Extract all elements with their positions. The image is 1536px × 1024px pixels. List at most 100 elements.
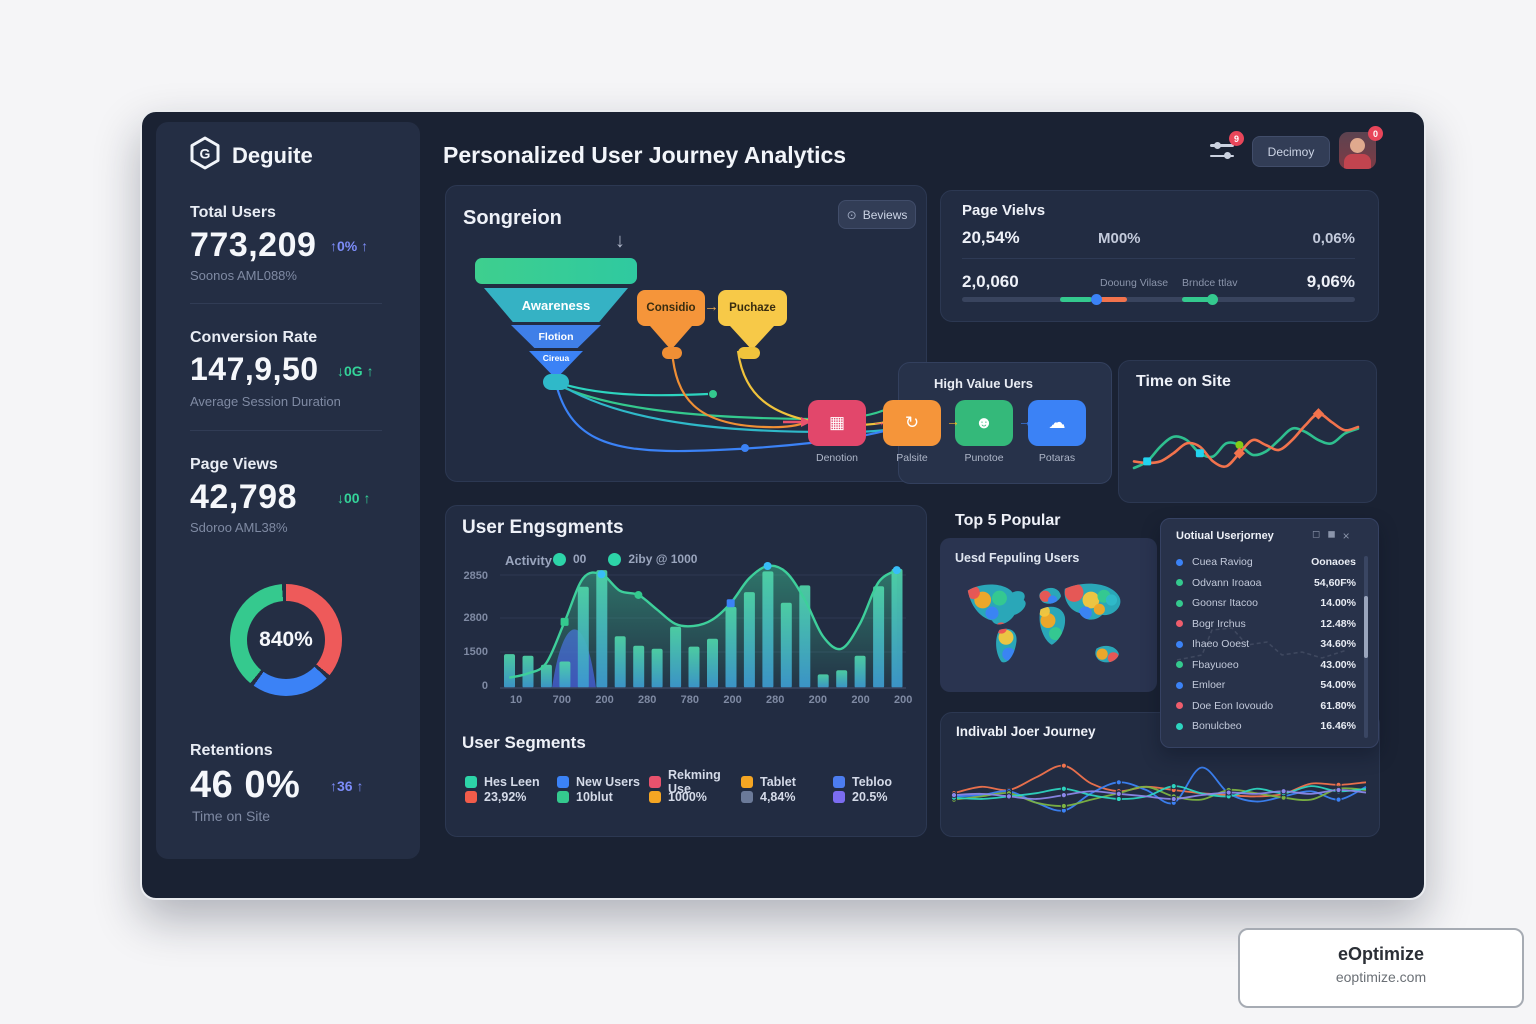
- segment-item: Rekming Use: [649, 768, 741, 796]
- pageviews-r2-mid1: Dooung Vilase: [1100, 277, 1169, 289]
- flow-node-denotion[interactable]: ▦: [808, 400, 866, 446]
- brand-logo: G Deguite: [188, 136, 313, 175]
- flow-node-label: Potaras: [1038, 452, 1076, 464]
- row-label: Bogr Irchus: [1192, 617, 1246, 630]
- avatar-badge: 0: [1368, 126, 1383, 141]
- journey-panel: [1160, 518, 1379, 748]
- stat-delta: ↓00 ↑: [337, 490, 371, 506]
- row-value: 12.48%: [1320, 617, 1356, 630]
- avatar-body: [1344, 154, 1371, 169]
- segment-label: Tebloo: [852, 775, 893, 789]
- row-value: 61.80%: [1320, 699, 1356, 712]
- journey-row[interactable]: Fbayuoeo 43.00%: [1176, 655, 1356, 676]
- journey-row[interactable]: Goonsr Itacoo 14.00%: [1176, 593, 1356, 614]
- journey-row[interactable]: Cuea Raviog Oonaoes: [1176, 552, 1356, 573]
- segment-swatch: [465, 791, 477, 803]
- watermark-title: eOptimize: [1337, 944, 1425, 964]
- stat-delta: ↑0% ↑: [330, 238, 369, 254]
- row-value: 43.00%: [1320, 658, 1356, 671]
- segments-legend-row2: 23,92% 10blut 1000% 4,84% 20.5%: [465, 790, 910, 804]
- segments-title: User Segments: [462, 733, 586, 752]
- stat-sub: Soonos AML088%: [190, 268, 297, 283]
- journey-row[interactable]: Bogr Irchus 12.48%: [1176, 614, 1356, 635]
- segment-label: 23,92%: [484, 790, 527, 804]
- panel-icon-2[interactable]: ◼: [1327, 529, 1336, 540]
- y-tick: 2800: [463, 612, 488, 624]
- pageviews-r1-right: 0,06%: [1312, 230, 1355, 247]
- flow-node-potaras[interactable]: ☁: [1028, 400, 1086, 446]
- scrollbar-thumb[interactable]: [1364, 596, 1368, 658]
- flow-node-palsite[interactable]: ↻: [883, 400, 941, 446]
- filter-icon[interactable]: 9: [1210, 131, 1244, 162]
- row-dot: [1176, 722, 1183, 730]
- funnel-stage-3[interactable]: Flotion: [511, 325, 601, 348]
- callout-considio[interactable]: Considio: [637, 290, 705, 326]
- segment-item: Tebloo: [833, 768, 925, 796]
- callout-puchaze[interactable]: Puchaze: [718, 290, 787, 326]
- avatar-head: [1350, 138, 1365, 153]
- pageviews-r2-mid2: Brndce ttlav: [1182, 277, 1238, 289]
- journey-panel-title: Uotiual Userjorney: [1176, 530, 1274, 542]
- engagement-title: User Engsgments: [462, 517, 624, 538]
- segment-swatch: [649, 776, 661, 788]
- y-tick: 2850: [463, 570, 488, 582]
- row-dot: [1176, 599, 1183, 607]
- flow-arrow-icon: →: [946, 413, 960, 429]
- close-icon[interactable]: ×: [1342, 529, 1350, 543]
- donut-center-label: 840%: [259, 628, 313, 651]
- stat-value: 773,209: [190, 226, 317, 264]
- segment-swatch: [741, 776, 753, 788]
- segment-swatch: [833, 776, 845, 788]
- row-label: Goonsr Itacoo: [1192, 597, 1258, 610]
- scrollbar-track[interactable]: [1364, 556, 1368, 738]
- cloud-icon: ☁: [1048, 413, 1066, 432]
- reviews-button[interactable]: ⊙ Beviews: [838, 200, 916, 229]
- menu-button[interactable]: Decimoy: [1252, 136, 1330, 167]
- x-tick: 700: [552, 694, 572, 706]
- segment-item: 10blut: [557, 790, 649, 804]
- pageviews-title: Page Vielvs: [962, 202, 1046, 219]
- segment-item: New Users: [557, 768, 649, 796]
- legend-item: 00: [553, 552, 586, 566]
- row-dot: [1176, 558, 1183, 566]
- slider-segment: [1099, 297, 1128, 302]
- journey-row[interactable]: Odvann Iroaoa 54,60F%: [1176, 573, 1356, 594]
- flow-node-punotoe[interactable]: ☻: [955, 400, 1013, 446]
- x-tick: 780: [680, 694, 700, 706]
- x-tick: 10: [510, 694, 523, 706]
- engagement-x-axis: 10 700 200 280 780 200 280 200 200 200: [500, 694, 912, 708]
- page-title: Personalized User Journey Analytics: [443, 142, 847, 168]
- stat-value: 46 0%: [190, 764, 301, 806]
- journey-row[interactable]: Emloer 54.00%: [1176, 675, 1356, 696]
- row-label: Doe Eon Iovoudo: [1192, 699, 1274, 712]
- high-value-label: High Value Uers: [934, 376, 1033, 391]
- funnel-stage-label: Awareness: [521, 297, 591, 313]
- segment-item: 4,84%: [741, 790, 833, 804]
- segment-label: 4,84%: [760, 790, 796, 804]
- row-value: 34.60%: [1320, 638, 1356, 651]
- world-map: [950, 572, 1146, 689]
- journey-row[interactable]: Bonulcbeo 16.46%: [1176, 716, 1356, 737]
- pageviews-r1-left: 20,54%: [962, 228, 1020, 247]
- slider-handle[interactable]: [1090, 294, 1102, 305]
- journey-row[interactable]: Doe Eon Iovoudo 61.80%: [1176, 696, 1356, 717]
- x-tick: 280: [638, 694, 657, 706]
- slider-track[interactable]: [962, 297, 1355, 302]
- stat-sub: Average Session Duration: [190, 394, 341, 409]
- segment-label: 20.5%: [852, 790, 888, 804]
- refresh-icon: ↻: [904, 413, 920, 432]
- segment-swatch: [557, 776, 569, 788]
- row-dot: [1176, 620, 1183, 628]
- funnel-stage-1[interactable]: [475, 258, 637, 284]
- slider-handle[interactable]: [1206, 294, 1218, 305]
- journey-row[interactable]: Ihaeo Ooest 34.60%: [1176, 634, 1356, 655]
- pageviews-slider[interactable]: [962, 294, 1355, 305]
- engagement-legend: 00 2iby @ 1000: [553, 552, 697, 566]
- flow-node-label: Denotion: [815, 452, 859, 464]
- panel-icon-1[interactable]: ◻: [1312, 529, 1321, 540]
- stat-label: Total Users: [190, 204, 276, 221]
- segment-swatch: [557, 791, 569, 803]
- stat-label: Conversion Rate: [190, 329, 318, 346]
- segment-label: 1000%: [668, 790, 707, 804]
- funnel-stage-label: Cireua: [542, 353, 570, 363]
